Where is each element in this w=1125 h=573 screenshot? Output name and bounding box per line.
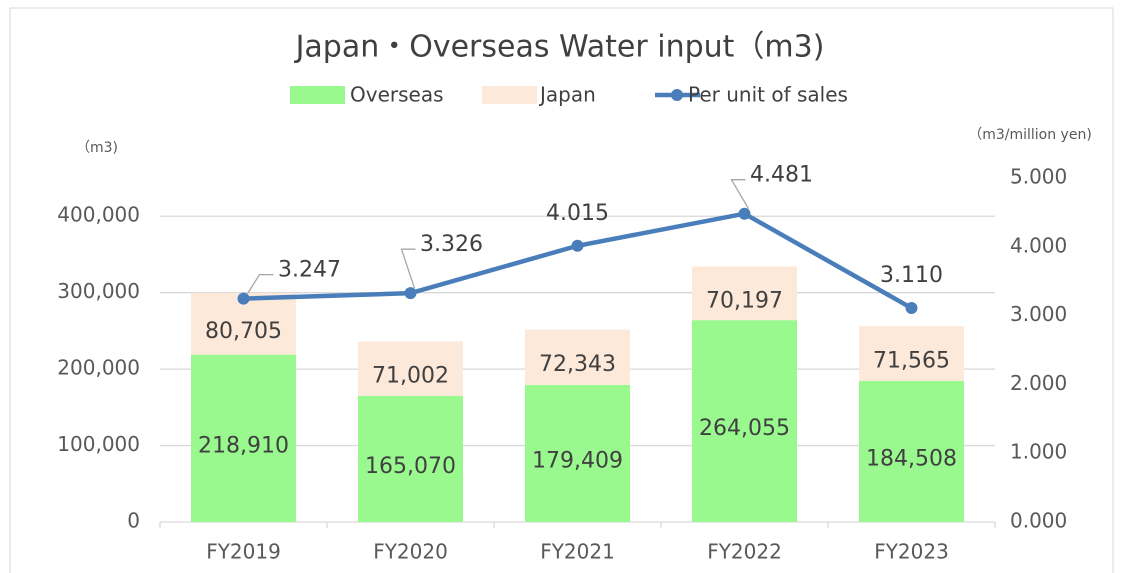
y-tick-label: 300,000 [57,279,140,303]
data-label: 71,002 [372,364,449,389]
x-tick-label: FY2023 [874,540,949,564]
data-label: 4.015 [546,201,609,226]
legend-swatch [482,86,537,104]
bar-segment [692,266,797,321]
leader-line [730,179,750,210]
bar-segment [525,384,630,522]
data-label: 70,197 [706,288,783,313]
legend-label: Per unit of sales [688,83,848,107]
data-label: 179,409 [532,448,623,473]
y2-tick-label: 5.000 [1010,165,1067,189]
data-label: 72,343 [539,352,616,377]
bar-segment [692,320,797,522]
data-label: 165,070 [365,454,456,479]
y-tick-label: 200,000 [57,356,140,380]
y-axis-label: （m3) [76,140,118,156]
y-tick-label: 100,000 [57,432,140,456]
x-tick-label: FY2022 [707,540,782,564]
leader-line [246,273,274,294]
data-label: 3.326 [420,232,483,257]
x-tick-label: FY2019 [206,540,281,564]
bar-segment [358,395,463,522]
legend-swatch [290,86,345,104]
legend-label: Japan [538,83,596,107]
line [243,211,913,310]
bar-segment [525,329,630,385]
y2-axis-label: （m3/million yen) [968,127,1092,143]
y2-tick-label: 1.000 [1010,440,1067,464]
data-label: 71,565 [873,349,950,374]
data-label: 80,705 [205,319,282,344]
line-point [738,207,751,220]
chart-border [9,7,1114,573]
data-label: 3.110 [880,263,943,288]
y2-tick-label: 3.000 [1010,302,1067,326]
line-point [404,287,417,300]
bar-segment [191,354,296,522]
y-tick-label: 400,000 [57,203,140,227]
chart-title: Japan・Overseas Water input（m3) [294,30,825,65]
legend-label: Overseas [350,83,444,107]
bar-segment [859,326,964,381]
data-label: 264,055 [699,416,790,441]
line-point [571,239,584,252]
line-point [237,292,250,305]
data-label: 3.247 [278,258,341,283]
x-tick-label: FY2021 [540,540,615,564]
data-label: 184,508 [866,446,957,471]
y2-tick-label: 0.000 [1010,509,1067,533]
line-point [905,302,918,315]
leader-line [400,248,416,289]
x-tick-label: FY2020 [373,540,448,564]
y2-tick-label: 4.000 [1010,233,1067,257]
legend-marker [671,89,683,101]
data-label: 4.481 [750,163,813,188]
y-tick-label: 0 [127,509,140,533]
bar-segment [358,341,463,396]
bar-segment [859,380,964,522]
data-label: 218,910 [198,433,289,458]
y2-tick-label: 2.000 [1010,371,1067,395]
